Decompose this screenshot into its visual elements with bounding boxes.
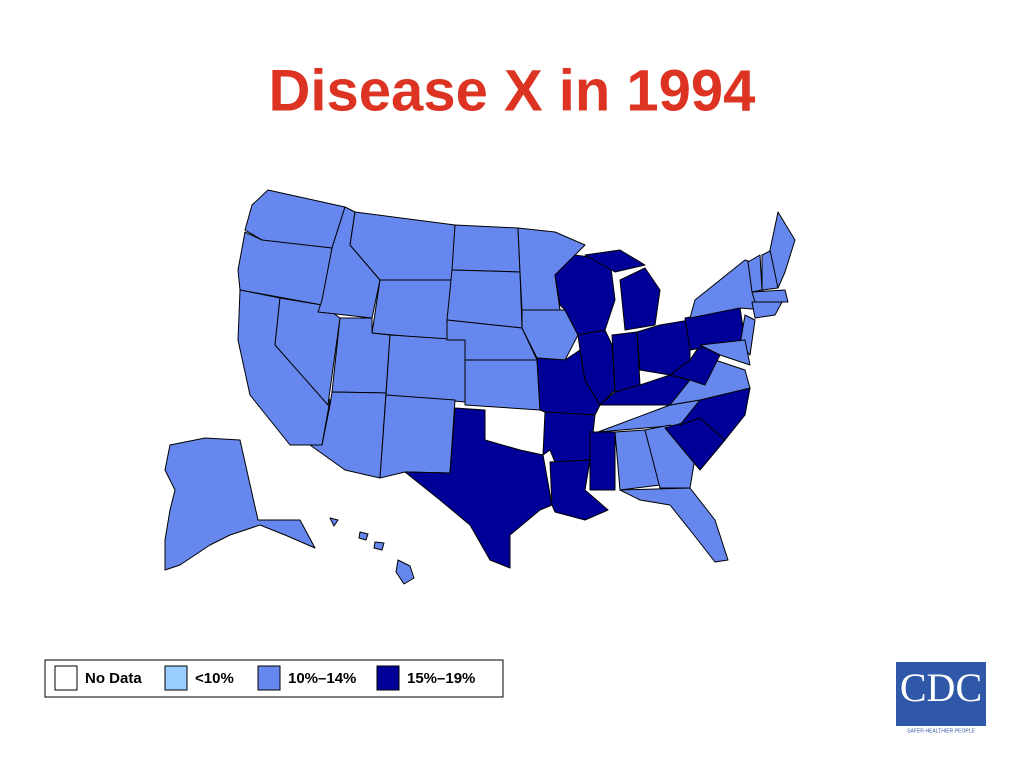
logo-tagline: SAFER·HEALTHIER·PEOPLE — [907, 728, 975, 734]
region — [577, 329, 616, 406]
legend-swatch — [54, 665, 78, 691]
region — [619, 487, 729, 563]
region — [373, 541, 385, 551]
region — [451, 224, 521, 273]
legend-label: No Data — [85, 670, 142, 687]
region — [699, 339, 751, 366]
region — [619, 267, 661, 331]
legend-swatch — [164, 665, 188, 691]
title: Disease X in 1994 — [269, 58, 756, 123]
region — [379, 394, 456, 479]
region — [164, 437, 316, 571]
legend-swatch — [257, 665, 281, 691]
region — [329, 517, 339, 527]
region — [446, 269, 523, 329]
region — [404, 407, 553, 569]
region — [549, 459, 609, 521]
region — [751, 301, 783, 319]
region — [542, 411, 596, 463]
region — [644, 424, 696, 489]
region — [584, 249, 646, 273]
logo-text: CDC — [900, 665, 982, 710]
region — [751, 289, 789, 303]
region — [589, 431, 616, 491]
legend: No Data <10% 10%–14% 15%–19% — [54, 665, 475, 691]
legend-swatch — [376, 665, 400, 691]
region — [611, 331, 641, 393]
legend-label: 10%–14% — [288, 670, 356, 687]
region — [385, 334, 466, 403]
legend-label: 15%–19% — [407, 670, 475, 687]
region — [464, 359, 541, 411]
logo-box — [896, 662, 986, 726]
region — [769, 211, 796, 289]
region — [371, 279, 453, 341]
region — [358, 531, 369, 541]
us-map — [164, 189, 796, 585]
region — [395, 559, 415, 585]
legend-label: <10% — [195, 670, 234, 687]
